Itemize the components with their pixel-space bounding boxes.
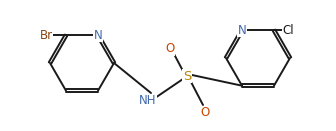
Text: Br: Br xyxy=(39,29,52,42)
Text: Cl: Cl xyxy=(282,24,294,37)
Text: O: O xyxy=(200,107,210,119)
Text: S: S xyxy=(183,70,191,83)
Text: NH: NH xyxy=(139,94,157,108)
Text: N: N xyxy=(94,29,102,42)
Text: O: O xyxy=(165,42,175,56)
Text: N: N xyxy=(238,24,246,37)
